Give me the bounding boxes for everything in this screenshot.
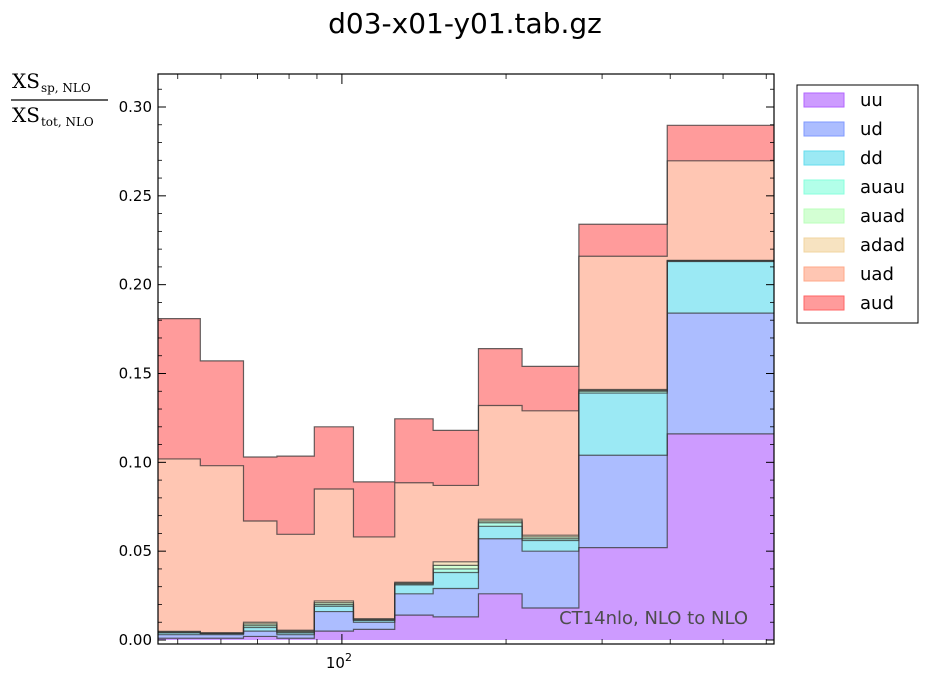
legend-label-uu: uu: [860, 90, 883, 111]
area-uad: [158, 160, 774, 633]
y-tick-label: 0.15: [119, 365, 152, 383]
plot-frame: [157, 73, 775, 645]
x-tick-base: 10: [326, 654, 345, 672]
legend-swatch-auad: [803, 208, 845, 224]
legend-label-ud: ud: [860, 119, 883, 140]
legend-label-auau: auau: [860, 177, 905, 198]
stacked-areas: [158, 125, 774, 640]
legend-swatch-uad: [803, 266, 845, 282]
legend-swatch-ud: [803, 121, 845, 137]
legend-swatch-dd: [803, 150, 845, 166]
y-label-numerator-sub: sp, NLO: [41, 81, 91, 95]
legend-label-aud: aud: [860, 293, 894, 314]
y-label-numerator: XSsp, NLO: [12, 69, 91, 95]
legend-label-adad: adad: [860, 235, 905, 256]
legend-box: [796, 84, 919, 324]
area-aud: [158, 125, 774, 537]
area-dd: [158, 261, 774, 635]
legend-label-auad: auad: [860, 206, 905, 227]
x-tick-exponent: 2: [345, 651, 352, 664]
outline-adad: [158, 259, 774, 634]
y-tick-label: 0.05: [119, 542, 152, 560]
y-tick-label: 0.25: [119, 187, 152, 205]
outline-aud: [158, 124, 774, 483]
y-label-denominator-sub: tot, NLO: [41, 115, 94, 129]
outline-uad: [158, 160, 774, 538]
y-tick-label: 0.20: [119, 276, 152, 294]
chart-title: d03-x01-y01.tab.gz: [328, 7, 602, 40]
y-label-numerator-main: XS: [12, 69, 40, 93]
area-uu: [158, 433, 774, 640]
x-tick-label: 102: [326, 651, 352, 672]
legend-label-uad: uad: [860, 264, 894, 285]
y-axis-label: XSsp, NLO XStot, NLO: [11, 69, 108, 129]
x-axis-ticks: 102: [177, 74, 767, 672]
y-label-denominator: XStot, NLO: [12, 103, 94, 129]
y-axis-ticks: 0.00 0.05 0.10 0.15 0.20 0.25 0.30: [119, 88, 774, 649]
y-tick-label: 0.10: [119, 453, 152, 471]
legend-swatch-auau: [803, 179, 845, 195]
y-tick-label: 0.00: [119, 631, 152, 649]
y-tick-label: 0.30: [119, 98, 152, 116]
legend-label-dd: dd: [860, 148, 883, 169]
y-label-denominator-main: XS: [12, 103, 40, 127]
pdf-annotation: CT14nlo, NLO to NLO: [559, 608, 748, 629]
area-ud: [158, 313, 774, 639]
legend-swatch-adad: [803, 237, 845, 253]
legend: uu ud dd auau auad adad uad aud: [796, 84, 919, 324]
legend-swatch-aud: [803, 295, 845, 311]
stack-outlines: [158, 124, 774, 639]
legend-swatch-uu: [803, 92, 845, 108]
